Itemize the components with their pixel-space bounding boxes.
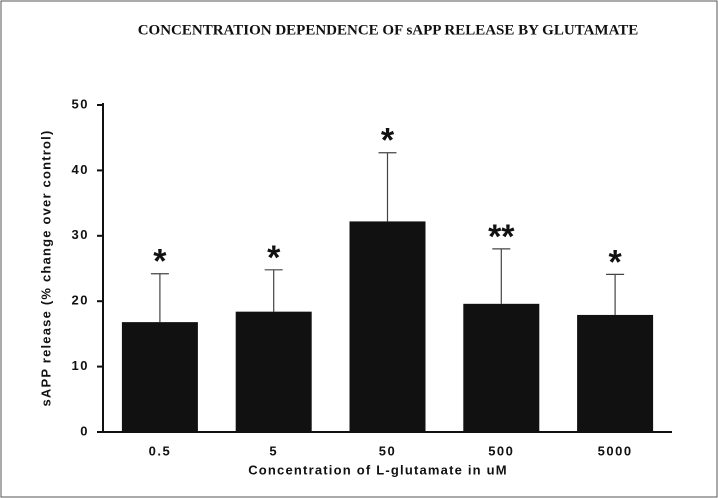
y-tick-label: 20	[72, 293, 89, 308]
y-tick-label: 40	[72, 162, 89, 177]
x-tick-label: 5	[269, 443, 278, 458]
bar	[463, 303, 540, 432]
bar	[235, 311, 312, 432]
annotation: *	[267, 239, 281, 277]
x-tick-label: 0.5	[149, 443, 172, 458]
y-axis-label: sAPP release (% change over control)	[38, 129, 53, 406]
y-tick-label: 0	[80, 423, 89, 438]
chart-title: CONCENTRATION DEPENDENCE OF sAPP RELEASE…	[138, 22, 639, 38]
x-tick-label: 5000	[598, 443, 633, 458]
annotation: **	[488, 218, 515, 256]
bar	[121, 322, 198, 432]
y-tick-label: 50	[72, 96, 89, 111]
bar	[577, 314, 654, 432]
x-tick-label: 50	[379, 443, 396, 458]
x-tick-label: 500	[488, 443, 514, 458]
y-tick-label: 30	[72, 227, 89, 242]
y-tick-label: 10	[72, 358, 89, 373]
annotation: *	[153, 243, 167, 281]
annotation: *	[608, 243, 622, 281]
x-axis-label: Concentration of L-glutamate in uM	[248, 462, 508, 477]
annotation: *	[381, 122, 395, 160]
bar	[349, 221, 426, 432]
